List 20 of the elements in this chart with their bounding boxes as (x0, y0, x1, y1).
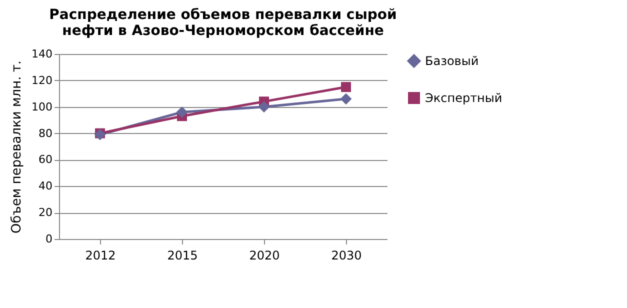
y-tick-label: 100 (32, 100, 52, 114)
point (176, 106, 188, 118)
x-tick-label: 2015 (167, 248, 198, 262)
chart-title: Распределение объемов перевалки сырой нефти в Азово-Черноморском бассейне (49, 7, 397, 39)
y-tick-label: 0 (46, 232, 52, 246)
y-tick-label: 40 (38, 180, 52, 193)
y-tick-label: 140 (32, 48, 52, 60)
x-tick-label: 2012 (85, 248, 116, 262)
x-tick-label: 2030 (331, 248, 362, 262)
point (341, 82, 351, 92)
y-tick-label: 60 (38, 153, 52, 166)
x-tick-label: 2020 (249, 248, 280, 262)
point (340, 93, 352, 105)
y-axis-title: Объем перевалки млн. т. (10, 60, 25, 234)
y-tick-label: 80 (38, 126, 52, 140)
point (258, 101, 270, 113)
legend-label: Базовый (425, 54, 479, 68)
y-tick-label: 20 (38, 206, 52, 220)
y-tick-label: 120 (32, 74, 52, 87)
legend-label: Экспертный (425, 91, 502, 105)
